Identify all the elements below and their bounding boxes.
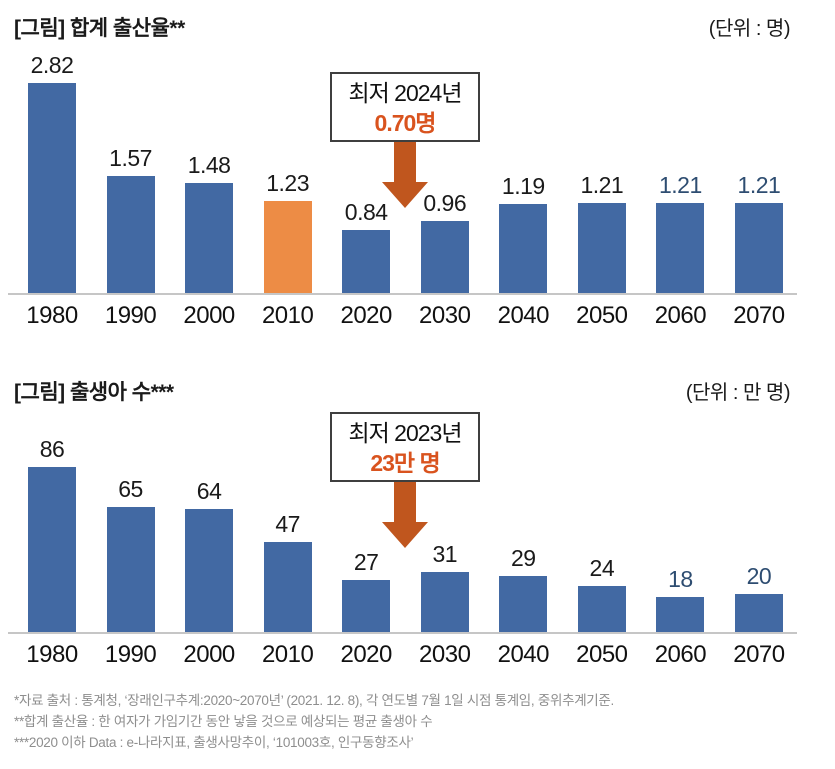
callout-value: 23만 명 — [370, 450, 440, 476]
fertility-chart-header: [그림] 합계 출산율** (단위 : 명) — [0, 12, 835, 42]
footnotes: *자료 출처 : 통계청, ‘장래인구추계:2020~2070년’ (2021.… — [14, 690, 821, 753]
callout-box-min-births: 최저 2023년 23만 명 — [330, 412, 480, 482]
bar-value-label: 1.57 — [109, 145, 152, 171]
bar-2060 — [656, 597, 705, 632]
bar-2020 — [342, 580, 391, 632]
bar-2040 — [499, 204, 548, 293]
bar-2060 — [656, 203, 705, 293]
bar-value-label: 1.19 — [501, 173, 545, 199]
x-axis-label: 1980 — [26, 641, 78, 668]
bar-value-label: 86 — [39, 436, 65, 462]
down-arrow-icon — [382, 142, 428, 208]
births-chart-header: [그림] 출생아 수*** (단위 : 만 명) — [0, 376, 835, 406]
x-axis-label: 1990 — [104, 641, 157, 668]
bar-value-label: 1.21 — [659, 172, 702, 198]
x-axis-label: 2050 — [576, 641, 628, 668]
bar-value-label: 29 — [511, 545, 536, 571]
bar-2030 — [420, 572, 469, 632]
fertility-x-axis: 1980 1990 2000 2010 2020 2030 2040 2050 2060 2070 — [0, 296, 835, 336]
bar-value-label: 20 — [746, 563, 772, 589]
x-axis-label: 2000 — [183, 302, 235, 329]
fertility-bar-chart: 최저 2024년 0.70명 2.82 1.57 1.48 1.23 0.84 0.96 1… — [0, 52, 835, 295]
x-axis-label: 2070 — [733, 302, 785, 329]
footnote-definition: **합계 출산율 : 한 여자가 가임기간 동안 낳을 것으로 예상되는 평균 … — [14, 714, 433, 729]
x-axis-label: 2000 — [183, 641, 235, 668]
x-axis-label: 2040 — [497, 641, 550, 668]
bar-value-label: 1.23 — [266, 170, 310, 196]
bar-value-label: 0.96 — [423, 190, 467, 216]
bar-2010 — [263, 201, 312, 293]
x-axis-label: 2040 — [497, 302, 550, 329]
bar-value-label: 64 — [196, 478, 222, 504]
bar-2070 — [734, 594, 783, 632]
bar-value-label: 1.21 — [580, 172, 624, 198]
x-axis-label: 1990 — [104, 302, 157, 329]
bar-1980 — [28, 83, 76, 293]
bar-value-label: 1.48 — [187, 152, 231, 178]
bar-value-label: 2.82 — [30, 52, 74, 78]
bar-2040 — [499, 576, 548, 632]
bar-1990 — [106, 176, 155, 293]
unit-label: (단위 : 만 명) — [685, 382, 791, 404]
bar-2020 — [342, 230, 391, 293]
callout-value: 0.70명 — [374, 110, 437, 136]
footnote-data: ***2020 이하 Data : e-나라지표, 출생사망추이, ‘10100… — [14, 735, 414, 750]
bar-value-label: 31 — [432, 541, 458, 567]
bar-value-label: 18 — [668, 566, 693, 592]
bar-value-label: 0.84 — [344, 199, 388, 225]
bar-1990 — [106, 507, 155, 632]
births-bar-chart: 최저 2023년 23만 명 86 65 64 47 27 31 29 24 18 20 — [0, 412, 835, 634]
x-axis-label: 2050 — [576, 302, 628, 329]
bar-2070 — [734, 203, 783, 293]
bar-1980 — [28, 467, 76, 632]
births-x-axis: 1980 1990 2000 2010 2020 2030 2040 2050 2060 2070 — [0, 635, 835, 675]
x-axis-label: 2030 — [419, 641, 471, 668]
bar-2000 — [185, 183, 234, 293]
x-axis-label: 2030 — [419, 302, 471, 329]
bar-value-label: 27 — [353, 549, 379, 575]
bar-2000 — [185, 509, 234, 632]
footnote-source: *자료 출처 : 통계청, ‘장래인구추계:2020~2070년’ (2021.… — [14, 693, 614, 708]
x-axis-label: 2020 — [340, 302, 392, 329]
x-axis-label: 1980 — [26, 302, 78, 329]
callout-text: 최저 2023년 — [348, 420, 462, 446]
callout-box-min-fertility: 최저 2024년 0.70명 — [330, 72, 480, 142]
bar-2050 — [577, 203, 626, 293]
x-axis-label: 2010 — [261, 302, 314, 329]
x-axis-label: 2060 — [654, 302, 707, 329]
bar-2030 — [420, 221, 469, 293]
x-axis-label: 2010 — [261, 641, 314, 668]
x-axis-line — [8, 632, 797, 634]
x-axis-label: 2060 — [654, 641, 707, 668]
x-axis-label: 2020 — [340, 641, 392, 668]
x-axis-label: 2070 — [733, 641, 785, 668]
chart-title: [그림] 합계 출산율** — [14, 17, 185, 40]
unit-label: (단위 : 명) — [708, 18, 791, 40]
bar-2050 — [577, 586, 626, 632]
bar-value-label: 47 — [275, 511, 300, 537]
bar-value-label: 24 — [589, 555, 615, 581]
callout-text: 최저 2024년 — [348, 80, 462, 106]
x-axis-line — [8, 293, 797, 295]
chart-title: [그림] 출생아 수*** — [14, 381, 174, 404]
down-arrow-icon — [382, 482, 428, 548]
bar-2010 — [263, 542, 312, 632]
bar-value-label: 1.21 — [737, 172, 781, 198]
bar-value-label: 65 — [118, 476, 143, 502]
